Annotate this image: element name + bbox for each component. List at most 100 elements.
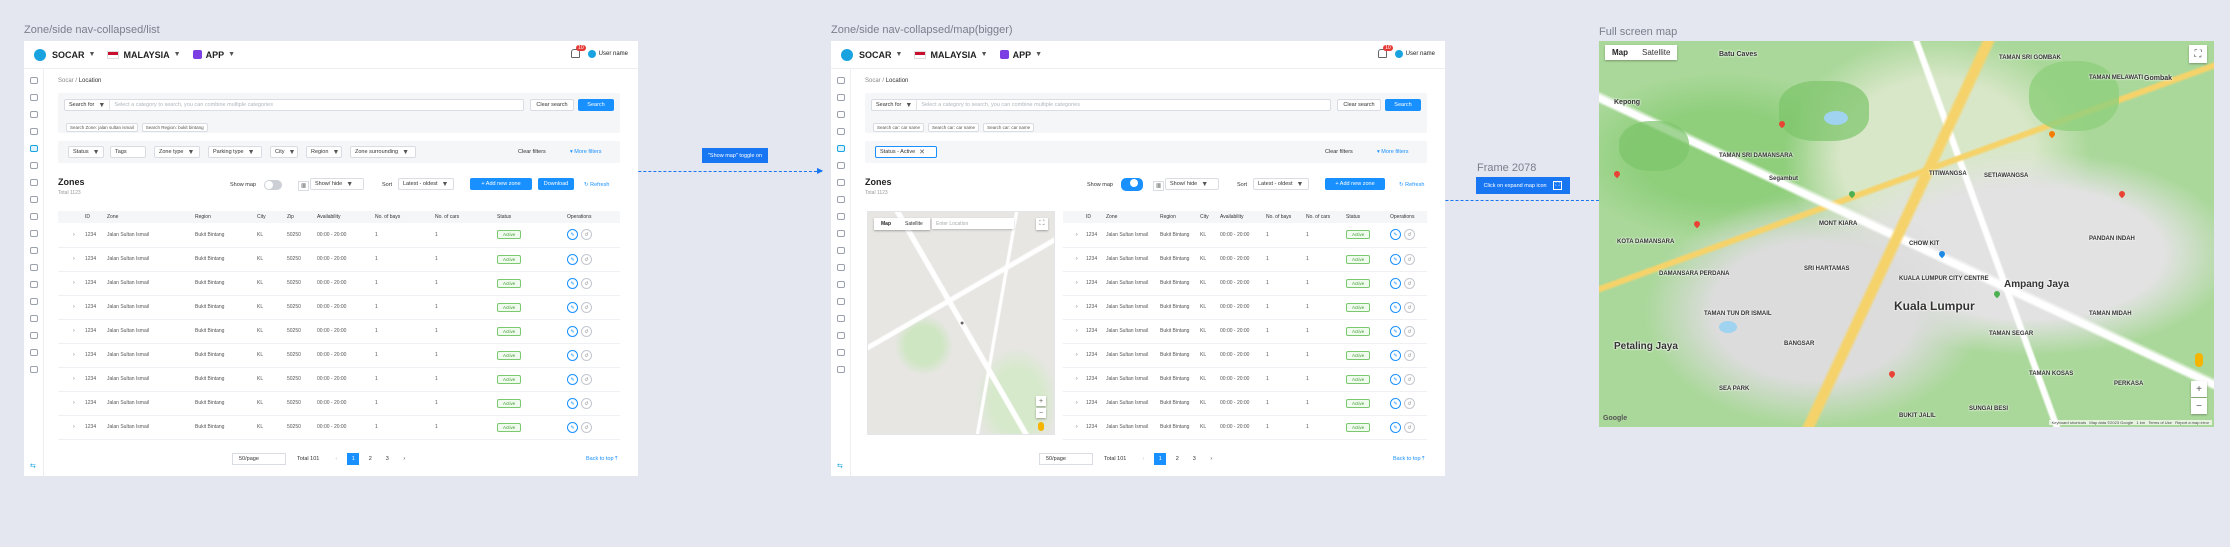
nav-icon-location[interactable] — [30, 145, 38, 152]
nav-icon[interactable] — [30, 247, 38, 254]
table-row[interactable]: › 1234 Jalan Sultan Ismail Bukit Bintang KL 0… — [1063, 343, 1427, 368]
page-button[interactable]: 3 — [1188, 453, 1201, 465]
expand-row-icon[interactable]: › — [1073, 367, 1083, 392]
page-button[interactable]: 1 — [1154, 453, 1167, 465]
zoom-out-button[interactable]: − — [2191, 398, 2207, 414]
row-checkbox[interactable] — [1063, 271, 1073, 296]
expand-row-icon[interactable]: › — [70, 247, 82, 272]
edit-icon[interactable]: ✎ — [1390, 397, 1401, 409]
col-cars[interactable]: No. of cars — [1303, 211, 1343, 223]
table-row[interactable]: › 1234 Jalan Sultan Ismail Bukit Bintang KL 0… — [1063, 223, 1427, 248]
nav-icon[interactable] — [837, 315, 845, 322]
row-checkbox[interactable] — [1063, 295, 1073, 320]
page-button[interactable]: 2 — [364, 453, 377, 465]
zoom-in-button[interactable]: + — [1036, 396, 1046, 406]
history-icon[interactable]: ↺ — [581, 301, 592, 313]
sort-select[interactable]: Latest - oldest ▼ — [1253, 178, 1309, 190]
search-for-select[interactable]: Search for ▼ — [872, 100, 918, 110]
history-icon[interactable]: ↺ — [581, 349, 592, 361]
expand-row-icon[interactable]: › — [1073, 271, 1083, 296]
nav-icon[interactable] — [30, 366, 38, 373]
history-icon[interactable]: ↺ — [1404, 301, 1415, 313]
row-checkbox[interactable] — [1063, 319, 1073, 344]
expand-row-icon[interactable]: › — [1073, 391, 1083, 416]
clear-search-button[interactable]: Clear search — [1337, 99, 1381, 111]
row-checkbox[interactable] — [58, 271, 70, 296]
show-map-toggle[interactable] — [264, 180, 282, 190]
history-icon[interactable]: ↺ — [1404, 253, 1415, 265]
expand-row-icon[interactable]: › — [70, 223, 82, 248]
clear-filters-link[interactable]: Clear filters — [1325, 149, 1353, 155]
nav-icon[interactable] — [30, 230, 38, 237]
sort-select[interactable]: Latest - oldest ▼ — [398, 178, 454, 190]
show-map-toggle[interactable] — [1121, 178, 1143, 191]
add-zone-button[interactable]: + Add new zone — [470, 178, 532, 190]
nav-icon[interactable] — [30, 128, 38, 135]
filter-region[interactable]: Region ▼ — [306, 146, 342, 158]
table-row[interactable]: › 1234 Jalan Sultan Ismail Bukit Bintang KL 5… — [58, 247, 620, 272]
table-row[interactable]: › 1234 Jalan Sultan Ismail Bukit Bintang KL 5… — [58, 415, 620, 440]
history-icon[interactable]: ↺ — [1404, 325, 1415, 337]
satellite-tab[interactable]: Satellite — [1642, 48, 1671, 57]
expand-row-icon[interactable]: › — [70, 391, 82, 416]
col-region[interactable]: Region — [1157, 211, 1197, 223]
row-checkbox[interactable] — [58, 367, 70, 392]
history-icon[interactable]: ↺ — [581, 421, 592, 433]
prev-page-button[interactable]: ‹ — [1137, 453, 1150, 465]
page-button[interactable]: 1 — [347, 453, 360, 465]
nav-icon[interactable] — [30, 77, 38, 84]
search-chip[interactable]: Search Zone: jalan sultan ismail — [66, 123, 138, 132]
col-status[interactable]: Status — [1343, 211, 1387, 223]
nav-icon[interactable] — [837, 179, 845, 186]
zoom-in-button[interactable]: + — [2191, 381, 2207, 397]
filter-zone-surrounding[interactable]: Zone surrounding ▼ — [350, 146, 416, 158]
more-filters-link[interactable]: ▾ More filters — [570, 149, 602, 155]
select-all-checkbox[interactable] — [1063, 211, 1073, 223]
history-icon[interactable]: ↺ — [1404, 397, 1415, 409]
user-name[interactable]: User name — [598, 50, 628, 57]
nav-icon[interactable] — [30, 281, 38, 288]
more-filters-link[interactable]: ▾ More filters — [1377, 149, 1409, 155]
search-bar[interactable]: Search for ▼ Select a category to search, … — [871, 99, 1331, 111]
back-to-top-link[interactable]: Back to top ⤒ — [586, 456, 618, 462]
avatar[interactable] — [587, 49, 596, 58]
nav-icon[interactable] — [30, 349, 38, 356]
map-tab[interactable]: Map — [1612, 48, 1628, 57]
nav-icon[interactable] — [837, 366, 845, 373]
map-search-input[interactable]: Enter Location — [932, 218, 1014, 229]
history-icon[interactable]: ↺ — [581, 277, 592, 289]
nav-icon[interactable] — [30, 162, 38, 169]
map-tab[interactable]: Map — [881, 221, 891, 227]
col-zone[interactable]: Zone — [104, 211, 192, 223]
edit-icon[interactable]: ✎ — [567, 301, 578, 313]
download-button[interactable]: Download — [538, 178, 574, 190]
table-row[interactable]: › 1234 Jalan Sultan Ismail Bukit Bintang KL 5… — [58, 367, 620, 392]
table-row[interactable]: › 1234 Jalan Sultan Ismail Bukit Bintang KL 0… — [1063, 295, 1427, 320]
expand-row-icon[interactable]: › — [1073, 247, 1083, 272]
filter-status-active[interactable]: Status - Active ✕ — [875, 146, 937, 158]
edit-icon[interactable]: ✎ — [567, 229, 578, 241]
row-checkbox[interactable] — [1063, 247, 1073, 272]
row-checkbox[interactable] — [58, 247, 70, 272]
table-row[interactable]: › 1234 Jalan Sultan Ismail Bukit Bintang KL 5… — [58, 271, 620, 296]
history-icon[interactable]: ↺ — [1404, 277, 1415, 289]
col-id[interactable]: ID — [82, 211, 104, 223]
edit-icon[interactable]: ✎ — [1390, 301, 1401, 313]
col-availability[interactable]: Availability — [314, 211, 372, 223]
search-chip[interactable]: Search car: car name — [983, 123, 1035, 132]
country-select[interactable]: MALAYSIA ▼ — [107, 50, 181, 60]
table-row[interactable]: › 1234 Jalan Sultan Ismail Bukit Bintang KL 5… — [58, 391, 620, 416]
table-row[interactable]: › 1234 Jalan Sultan Ismail Bukit Bintang KL 5… — [58, 295, 620, 320]
table-row[interactable]: › 1234 Jalan Sultan Ismail Bukit Bintang KL 0… — [1063, 367, 1427, 392]
table-row[interactable]: › 1234 Jalan Sultan Ismail Bukit Bintang KL 5… — [58, 319, 620, 344]
edit-icon[interactable]: ✎ — [567, 325, 578, 337]
app-select[interactable]: APP ▼ — [999, 50, 1042, 60]
row-checkbox[interactable] — [58, 391, 70, 416]
filter-parking-type[interactable]: Parking type ▼ — [208, 146, 262, 158]
nav-icon[interactable] — [30, 315, 38, 322]
breadcrumb-root[interactable]: Socar — [865, 78, 881, 84]
brand-select[interactable]: SOCAR ▼ — [52, 50, 95, 60]
nav-icon[interactable] — [30, 213, 38, 220]
expand-row-icon[interactable]: › — [1073, 223, 1083, 248]
row-checkbox[interactable] — [1063, 343, 1073, 368]
